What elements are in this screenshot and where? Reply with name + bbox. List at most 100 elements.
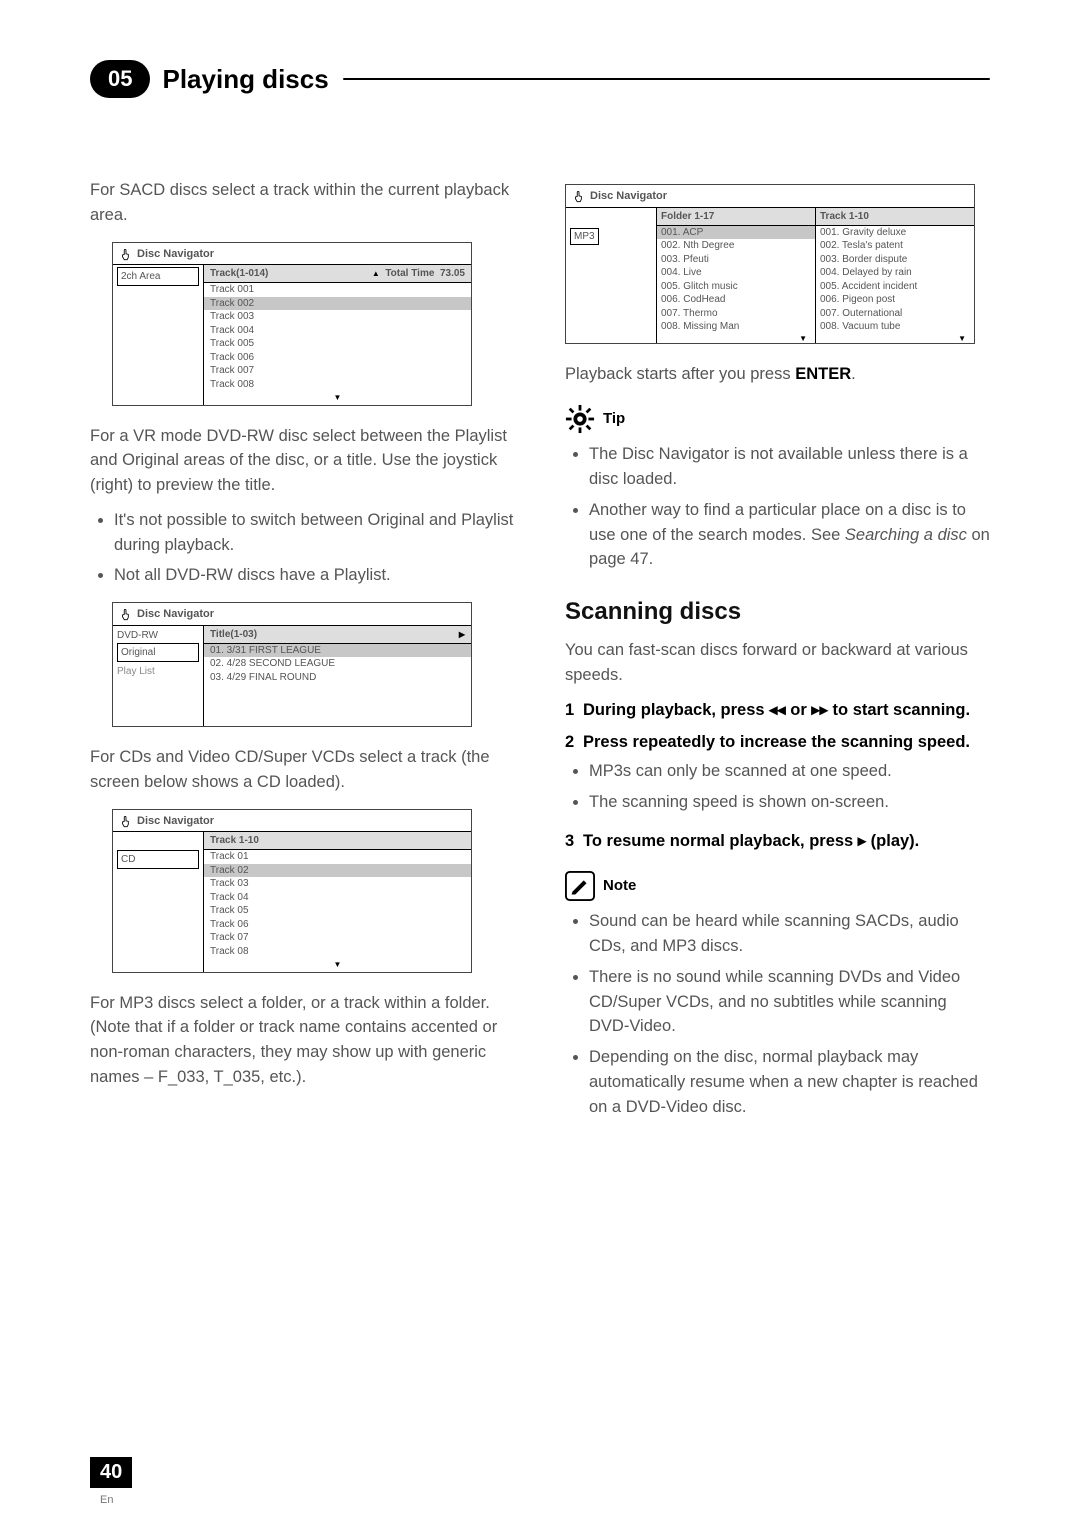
- down-arrow-icon: [816, 334, 974, 343]
- right-column: Disc Navigator MP3 Folder 1-17 001. ACP …: [565, 178, 990, 1133]
- hand-pointer-icon: [119, 248, 133, 260]
- cd-track-list: Track 01 Track 02 Track 03 Track 04 Trac…: [204, 850, 471, 972]
- sacd-intro: For SACD discs select a track within the…: [90, 178, 515, 228]
- track-row: Track 01: [204, 850, 471, 864]
- sacd-left-pane: 2ch Area: [113, 265, 203, 405]
- tip-list: The Disc Navigator is not available unle…: [565, 442, 990, 572]
- track-row: 005. Accident incident: [816, 280, 974, 294]
- step-3: 3To resume normal playback, press ▸ (pla…: [565, 829, 990, 854]
- track-row: Track 07: [204, 931, 471, 945]
- track-row: 002. Tesla's patent: [816, 239, 974, 253]
- track-row: Track 005: [204, 337, 471, 351]
- hand-pointer-icon: [119, 608, 133, 620]
- step2-notes: MP3s can only be scanned at one speed. T…: [565, 759, 990, 815]
- dvdrw-title-list: 01. 3/31 FIRST LEAGUE 02. 4/28 SECOND LE…: [204, 644, 471, 727]
- folder-row: 008. Missing Man: [657, 320, 815, 334]
- track-row: 003. Border dispute: [816, 253, 974, 267]
- playback-start-text: Playback starts after you press ENTER.: [565, 362, 990, 387]
- mp3-track-header: Track 1-10: [816, 208, 974, 226]
- hand-pointer-icon: [119, 815, 133, 827]
- list-item: The scanning speed is shown on-screen.: [589, 790, 990, 815]
- list-item: The Disc Navigator is not available unle…: [589, 442, 990, 492]
- sacd-screenshot: Disc Navigator 2ch Area Track(1-014) Tot…: [112, 242, 472, 406]
- list-item: Another way to find a particular place o…: [589, 498, 990, 572]
- cd-intro: For CDs and Video CD/Super VCDs select a…: [90, 745, 515, 795]
- dvdrw-nav-label: Disc Navigator: [137, 606, 214, 623]
- list-item: It's not possible to switch between Orig…: [114, 508, 515, 558]
- track-row: 008. Vacuum tube: [816, 320, 974, 334]
- hand-pointer-icon: [572, 190, 586, 202]
- scanning-title: Scanning discs: [565, 594, 990, 630]
- dvdrw-screenshot: Disc Navigator DVD-RW Original Play List…: [112, 602, 472, 727]
- track-row: Track 08: [204, 945, 471, 959]
- dvdrw-original-label: Original: [117, 643, 199, 662]
- track-row: 006. Pigeon post: [816, 293, 974, 307]
- sacd-track-header: Track(1-014): [210, 266, 268, 281]
- note-pencil-icon: [565, 871, 595, 901]
- enter-key-label: ENTER: [795, 365, 851, 383]
- title-row: 03. 4/29 FINAL ROUND: [204, 671, 471, 685]
- track-row: Track 04: [204, 891, 471, 905]
- up-arrow-icon: [372, 268, 380, 279]
- dvdrw-notes-list: It's not possible to switch between Orig…: [90, 508, 515, 588]
- down-arrow-icon: [204, 391, 471, 405]
- cd-track-header: Track 1-10: [210, 833, 259, 848]
- folder-row: 001. ACP: [657, 226, 815, 240]
- right-arrow-icon: [459, 627, 465, 642]
- cd-nav-label: Disc Navigator: [137, 813, 214, 830]
- mp3-folder-header: Folder 1-17: [657, 208, 815, 226]
- sacd-track-list: Track 001 Track 002 Track 003 Track 004 …: [204, 283, 471, 405]
- sacd-nav-header: Disc Navigator: [113, 243, 471, 266]
- tip-heading: Tip: [565, 404, 990, 434]
- dvdrw-playlist-label: Play List: [117, 664, 199, 679]
- folder-row: 005. Glitch music: [657, 280, 815, 294]
- down-arrow-icon: [657, 334, 815, 343]
- track-row: Track 006: [204, 351, 471, 365]
- chapter-title: Playing discs: [162, 64, 328, 95]
- note-heading: Note: [565, 871, 990, 901]
- track-row: Track 001: [204, 283, 471, 297]
- track-row: Track 05: [204, 904, 471, 918]
- track-row: Track 004: [204, 324, 471, 338]
- sacd-nav-label: Disc Navigator: [137, 246, 214, 263]
- mp3-type-label: MP3: [570, 228, 599, 245]
- cd-screenshot: Disc Navigator CD Track 1-10 Track 01 Tr…: [112, 809, 472, 973]
- folder-row: 002. Nth Degree: [657, 239, 815, 253]
- list-item: Not all DVD-RW discs have a Playlist.: [114, 563, 515, 588]
- list-item: There is no sound while scanning DVDs an…: [589, 965, 990, 1039]
- page-number: 40: [90, 1457, 132, 1488]
- chapter-header: 05 Playing discs: [90, 60, 990, 98]
- chapter-badge: 05: [90, 60, 150, 98]
- track-row: Track 03: [204, 877, 471, 891]
- track-row: Track 007: [204, 364, 471, 378]
- left-column: For SACD discs select a track within the…: [90, 178, 515, 1133]
- sacd-area-label: 2ch Area: [117, 267, 199, 286]
- track-row: 004. Delayed by rain: [816, 266, 974, 280]
- sacd-total-time: 73.05: [440, 268, 465, 279]
- list-item: Depending on the disc, normal playback m…: [589, 1045, 990, 1119]
- track-row: Track 002: [204, 297, 471, 311]
- note-label: Note: [603, 875, 636, 898]
- folder-row: 004. Live: [657, 266, 815, 280]
- track-row: Track 008: [204, 378, 471, 392]
- list-item: Sound can be heard while scanning SACDs,…: [589, 909, 990, 959]
- xref-searching-disc: Searching a disc: [845, 526, 967, 544]
- track-row: 007. Outernational: [816, 307, 974, 321]
- dvdrw-left-pane: DVD-RW Original Play List: [113, 626, 203, 727]
- title-row: 01. 3/31 FIRST LEAGUE: [204, 644, 471, 658]
- chapter-rule: [343, 78, 990, 80]
- sacd-total-time-label: Total Time: [385, 268, 434, 279]
- dvdrw-title-header: Title(1-03): [210, 627, 257, 642]
- dvdrw-type-label: DVD-RW: [117, 628, 199, 643]
- folder-row: 006. CodHead: [657, 293, 815, 307]
- mp3-track-pane: Track 1-10 001. Gravity deluxe 002. Tesl…: [815, 208, 974, 343]
- track-row: Track 06: [204, 918, 471, 932]
- note-list: Sound can be heard while scanning SACDs,…: [565, 909, 990, 1119]
- title-row: 02. 4/28 SECOND LEAGUE: [204, 657, 471, 671]
- folder-row: 003. Pfeuti: [657, 253, 815, 267]
- mp3-screenshot: Disc Navigator MP3 Folder 1-17 001. ACP …: [565, 184, 975, 344]
- step-2: 2Press repeatedly to increase the scanni…: [565, 730, 990, 755]
- dvdrw-intro: For a VR mode DVD-RW disc select between…: [90, 424, 515, 498]
- cd-left-pane: CD: [113, 832, 203, 972]
- page-lang: En: [100, 1494, 113, 1506]
